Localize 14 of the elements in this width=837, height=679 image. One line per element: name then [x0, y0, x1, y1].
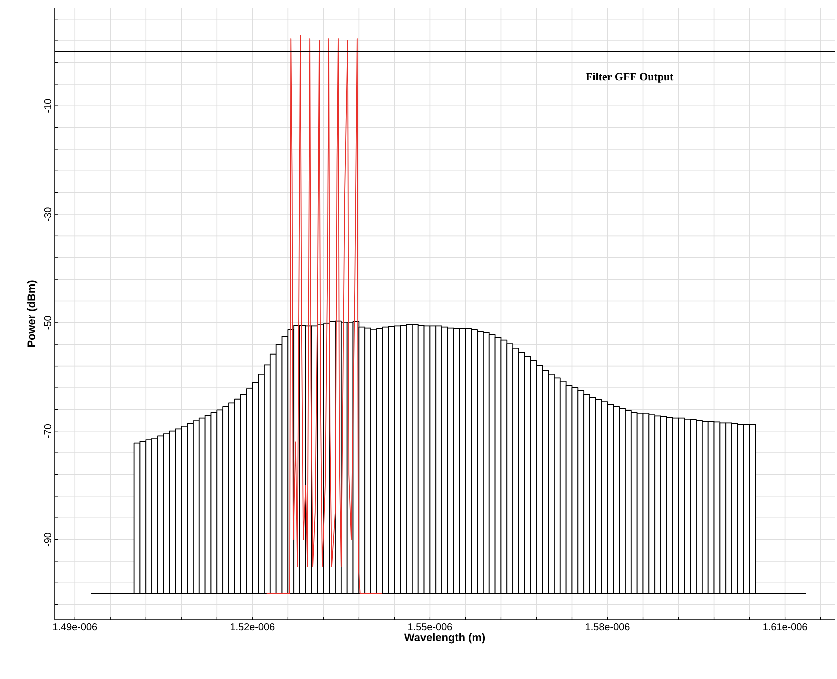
x-axis-title: Wavelength (m) [404, 633, 486, 644]
y-tick-label: -70 [44, 424, 52, 438]
x-tick-label: 1.52e-006 [230, 624, 275, 631]
x-tick-label: 1.55e-006 [408, 624, 452, 631]
text: Filter GFF Output [586, 72, 674, 83]
y-tick-label: -10 [44, 99, 52, 113]
y-axis-title: Power (dBm) [27, 280, 38, 348]
y-tick-label: -30 [44, 208, 52, 222]
x-tick-label: 1.58e-006 [586, 624, 630, 631]
y-tick-label: -50 [44, 316, 52, 330]
x-tick-label: 1.49e-006 [53, 624, 98, 631]
y-tick-label: -90 [44, 532, 52, 547]
line-series [266, 35, 383, 594]
x-tick-label: 1.61e-006 [764, 624, 808, 631]
